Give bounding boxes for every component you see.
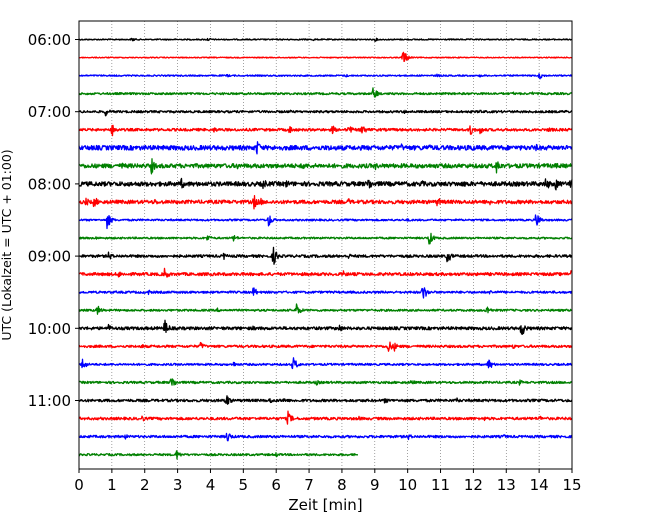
seismogram-trace <box>78 124 573 137</box>
seismogram-trace <box>78 357 573 370</box>
x-tick-label: 9 <box>370 476 380 494</box>
seismogram-trace <box>78 303 573 315</box>
y-tick-label: 10:00 <box>28 320 71 338</box>
seismogram-trace <box>78 141 573 155</box>
seismogram-trace <box>78 195 573 210</box>
seismogram-trace <box>78 432 573 442</box>
y-tick-label: 08:00 <box>28 175 71 193</box>
seismogram-trace <box>78 287 573 299</box>
seismogram-trace <box>78 378 573 386</box>
seismogram-trace <box>78 267 573 278</box>
plot-frame <box>78 20 573 470</box>
x-tick-label: 3 <box>173 476 183 494</box>
plot-background <box>79 21 572 469</box>
y-tick-label: 06:00 <box>28 31 71 49</box>
seismogram-trace <box>78 232 573 245</box>
seismogram-trace <box>78 450 359 460</box>
x-tick-label: 4 <box>206 476 216 494</box>
x-axis-label: Zeit [min] <box>288 496 362 514</box>
seismogram-trace <box>78 410 573 425</box>
x-tick-label: 10 <box>398 476 417 494</box>
seismogram-trace <box>78 87 573 98</box>
x-tick-label: 8 <box>337 476 347 494</box>
x-axis-ticks: 0 1 2 3 4 5 6 7 8 9 10 11 12 13 14 15 <box>74 469 582 494</box>
trace-group <box>78 37 573 460</box>
y-axis-ticks: 06:00 07:00 08:00 09:00 10:00 11:00 <box>28 31 79 410</box>
y-tick-label: 11:00 <box>28 392 71 410</box>
seismogram-trace <box>78 319 573 335</box>
x-tick-label: 13 <box>497 476 516 494</box>
x-tick-label: 12 <box>464 476 483 494</box>
x-tick-label: 14 <box>530 476 549 494</box>
seismogram-trace <box>78 37 573 43</box>
x-tick-label: 5 <box>239 476 249 494</box>
seismogram-trace <box>78 395 573 405</box>
x-tick-label: 11 <box>431 476 450 494</box>
x-tick-label: 2 <box>140 476 150 494</box>
seismogram-trace <box>78 51 573 62</box>
x-tick-label: 6 <box>271 476 281 494</box>
seismogram-trace <box>78 109 573 117</box>
x-tick-label: 15 <box>562 476 581 494</box>
y-tick-label: 07:00 <box>28 103 71 121</box>
y-axis-label: UTC (Lokalzeit = UTC + 01:00) <box>0 149 14 340</box>
x-tick-label: 7 <box>304 476 314 494</box>
x-tick-label: 1 <box>107 476 117 494</box>
seismogram-trace <box>78 158 573 175</box>
x-tick-label: 0 <box>74 476 84 494</box>
seismogram-trace <box>78 177 573 191</box>
y-tick-label: 09:00 <box>28 248 71 266</box>
seismogram-trace <box>78 214 573 230</box>
seismogram-trace <box>78 73 573 80</box>
seismogram-trace <box>78 341 573 352</box>
seismogram-trace <box>78 246 573 265</box>
